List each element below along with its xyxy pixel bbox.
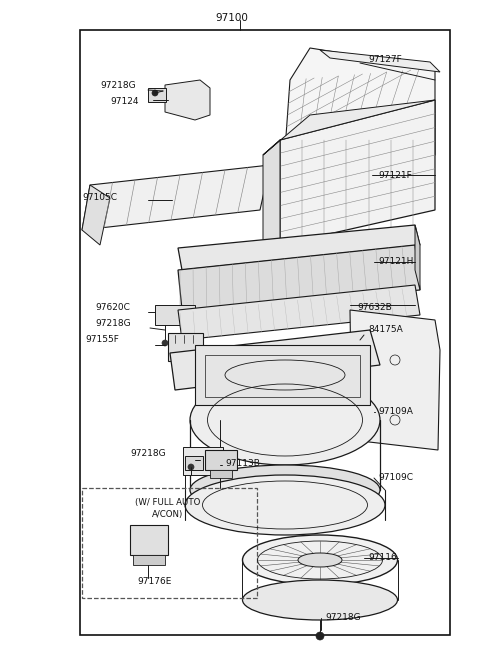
Text: 97121H: 97121H (378, 257, 413, 267)
Text: 97100: 97100 (215, 13, 248, 23)
Ellipse shape (190, 465, 380, 515)
Polygon shape (350, 310, 440, 450)
Bar (168, 333, 203, 361)
Polygon shape (82, 165, 270, 230)
Text: 84175A: 84175A (368, 326, 403, 335)
Ellipse shape (242, 580, 397, 620)
Ellipse shape (242, 535, 397, 585)
Bar (185, 456, 203, 470)
Text: 97176E: 97176E (138, 578, 172, 586)
Text: 97218G: 97218G (95, 318, 131, 328)
Circle shape (152, 90, 158, 96)
Circle shape (162, 340, 168, 346)
Text: A/CON): A/CON) (152, 510, 184, 519)
Text: 97218G: 97218G (130, 449, 166, 458)
Polygon shape (415, 225, 420, 290)
Bar (82, 488, 257, 598)
Bar (205, 450, 237, 470)
Text: 97105C: 97105C (82, 193, 117, 202)
Polygon shape (263, 140, 280, 250)
Circle shape (316, 632, 324, 640)
Text: 97127F: 97127F (368, 56, 402, 64)
Text: 97218G: 97218G (325, 614, 360, 622)
Bar (80, 30, 450, 635)
Ellipse shape (298, 553, 342, 567)
Polygon shape (178, 285, 420, 340)
Polygon shape (82, 185, 110, 245)
Text: 97121F: 97121F (378, 170, 412, 179)
Text: 97620C: 97620C (95, 303, 130, 312)
Polygon shape (170, 330, 380, 390)
Bar (210, 470, 232, 478)
Text: 97218G: 97218G (100, 81, 136, 90)
Bar (172, 361, 199, 371)
Bar (133, 555, 165, 565)
Polygon shape (178, 245, 420, 310)
Text: 97116: 97116 (368, 553, 397, 563)
Polygon shape (263, 100, 435, 155)
Ellipse shape (190, 375, 380, 465)
Text: 97109A: 97109A (378, 407, 413, 417)
Bar (195, 345, 370, 405)
Text: (W/ FULL AUTO: (W/ FULL AUTO (135, 498, 201, 508)
Text: 97113B: 97113B (225, 458, 260, 468)
Ellipse shape (185, 475, 385, 535)
Text: 97155F: 97155F (85, 335, 119, 345)
Bar (155, 305, 195, 325)
Bar (205, 355, 360, 397)
Text: 97632B: 97632B (357, 303, 392, 312)
Polygon shape (320, 50, 440, 72)
Polygon shape (285, 48, 435, 175)
Text: 97109C: 97109C (378, 474, 413, 483)
Polygon shape (280, 100, 435, 245)
Polygon shape (178, 225, 420, 270)
Text: 97124: 97124 (110, 98, 139, 107)
Bar (183, 447, 223, 475)
Circle shape (188, 464, 194, 470)
Bar (130, 525, 168, 555)
Bar (148, 88, 166, 102)
Polygon shape (165, 80, 210, 120)
